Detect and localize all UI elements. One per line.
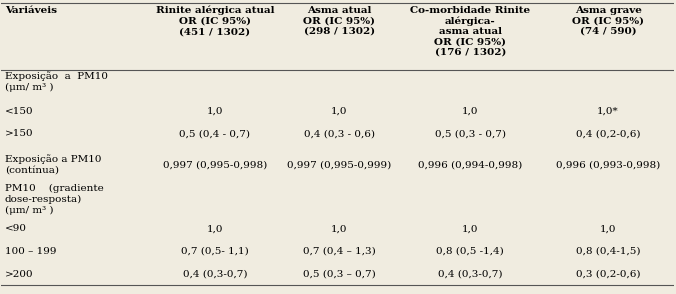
Text: 0,8 (0,5 -1,4): 0,8 (0,5 -1,4): [436, 247, 504, 256]
Text: Asma grave
OR (IC 95%)
(74 / 590): Asma grave OR (IC 95%) (74 / 590): [572, 6, 644, 36]
Text: Exposição  a  PM10
(μm/ m³ ): Exposição a PM10 (μm/ m³ ): [5, 71, 107, 92]
Text: 1,0: 1,0: [331, 107, 347, 116]
Text: 0,8 (0,4-1,5): 0,8 (0,4-1,5): [576, 247, 640, 256]
Text: Exposição a PM10
(contínua): Exposição a PM10 (contínua): [5, 154, 101, 174]
Text: 0,4 (0,3 - 0,6): 0,4 (0,3 - 0,6): [304, 129, 375, 138]
Text: 0,997 (0,995-0,998): 0,997 (0,995-0,998): [163, 160, 267, 169]
Text: 1,0: 1,0: [207, 225, 223, 233]
Text: >200: >200: [5, 270, 33, 278]
Text: 0,996 (0,993-0,998): 0,996 (0,993-0,998): [556, 160, 660, 169]
Text: 0,3 (0,2-0,6): 0,3 (0,2-0,6): [576, 270, 640, 278]
Text: 0,5 (0,3 – 0,7): 0,5 (0,3 – 0,7): [303, 270, 376, 278]
Text: Co-morbidade Rinite
alérgica-
asma atual
OR (IC 95%)
(176 / 1302): Co-morbidade Rinite alérgica- asma atual…: [410, 6, 530, 57]
Text: 0,4 (0,3-0,7): 0,4 (0,3-0,7): [183, 270, 247, 278]
Text: 0,4 (0,3-0,7): 0,4 (0,3-0,7): [438, 270, 502, 278]
Text: 100 – 199: 100 – 199: [5, 247, 56, 256]
Text: 1,0: 1,0: [462, 107, 479, 116]
Text: 1,0: 1,0: [331, 225, 347, 233]
Text: <90: <90: [5, 225, 27, 233]
Text: PM10    (gradiente
dose-resposta)
(μm/ m³ ): PM10 (gradiente dose-resposta) (μm/ m³ ): [5, 184, 103, 215]
Text: 0,997 (0,995-0,999): 0,997 (0,995-0,999): [287, 160, 391, 169]
Text: >150: >150: [5, 129, 33, 138]
Text: 0,7 (0,5- 1,1): 0,7 (0,5- 1,1): [181, 247, 249, 256]
Text: Variáveis: Variáveis: [5, 6, 57, 15]
Text: Rinite alérgica atual
OR (IC 95%)
(451 / 1302): Rinite alérgica atual OR (IC 95%) (451 /…: [155, 6, 274, 36]
Text: 0,4 (0,2-0,6): 0,4 (0,2-0,6): [576, 129, 640, 138]
Text: <150: <150: [5, 107, 33, 116]
Text: 1,0: 1,0: [600, 225, 617, 233]
Text: 1,0*: 1,0*: [597, 107, 619, 116]
Text: 0,5 (0,3 - 0,7): 0,5 (0,3 - 0,7): [435, 129, 506, 138]
Text: 0,5 (0,4 - 0,7): 0,5 (0,4 - 0,7): [179, 129, 250, 138]
Text: 1,0: 1,0: [207, 107, 223, 116]
Text: 1,0: 1,0: [462, 225, 479, 233]
Text: 0,996 (0,994-0,998): 0,996 (0,994-0,998): [418, 160, 523, 169]
Text: Asma atual
OR (IC 95%)
(298 / 1302): Asma atual OR (IC 95%) (298 / 1302): [303, 6, 375, 36]
Text: 0,7 (0,4 – 1,3): 0,7 (0,4 – 1,3): [303, 247, 376, 256]
